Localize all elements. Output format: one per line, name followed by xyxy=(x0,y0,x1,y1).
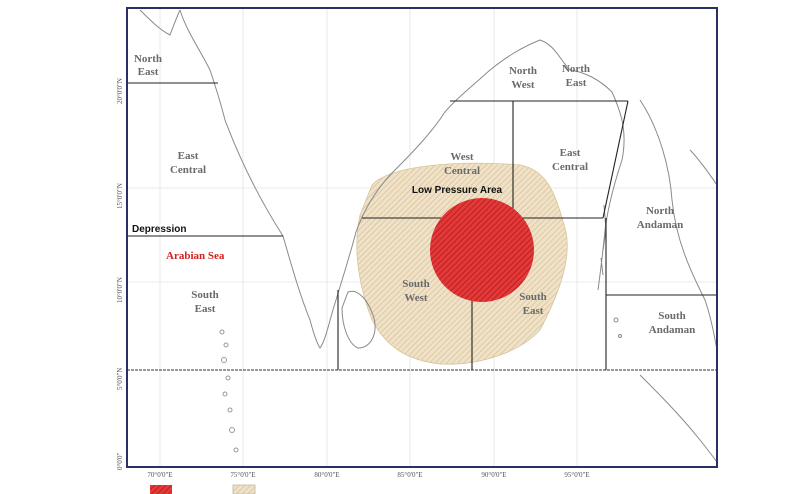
label-as-south-east: South East xyxy=(191,289,219,315)
longitude-axis: 70°0'0"E 75°0'0"E 80°0'0"E 85°0'0"E 90°0… xyxy=(147,471,589,479)
label-bob-south-west: South West xyxy=(402,278,430,304)
lat-tick: 20°0'0"N xyxy=(116,78,124,104)
label-as-east-central: East Central xyxy=(170,150,206,176)
label-bob-north-east: North East xyxy=(562,63,590,89)
lat-tick: 10°0'0"N xyxy=(116,277,124,303)
lon-tick: 80°0'0"E xyxy=(314,471,339,479)
label-bob-south-east: South East xyxy=(519,291,547,317)
label-bob-north-west: North West xyxy=(509,65,537,91)
andaman-islands xyxy=(600,204,622,338)
lon-tick: 75°0'0"E xyxy=(230,471,255,479)
latitude-axis: 20°0'0"N 15°0'0"N 10°0'0"N 5°0'0"N 0°0'0… xyxy=(116,78,124,470)
depression-area xyxy=(430,198,534,302)
lon-tick: 85°0'0"E xyxy=(397,471,422,479)
sri-lanka xyxy=(341,290,376,349)
label-depression: Depression xyxy=(132,224,186,235)
lat-tick: 5°0'0"N xyxy=(116,368,124,390)
label-south-andaman: South Andaman xyxy=(649,310,695,336)
label-as-north-east: North East xyxy=(134,53,162,78)
label-arabian-sea: Arabian Sea xyxy=(166,250,225,262)
legend-low-pressure-swatch xyxy=(232,484,256,494)
lat-tick: 15°0'0"N xyxy=(116,183,124,209)
label-bob-east-central: East Central xyxy=(552,147,588,173)
lon-tick: 70°0'0"E xyxy=(147,471,172,479)
map-frame xyxy=(126,7,718,468)
lat-tick: 0°0'0" xyxy=(116,452,124,470)
coastlines xyxy=(139,9,718,463)
lon-tick: 95°0'0"E xyxy=(564,471,589,479)
legend-depression-swatch xyxy=(150,485,172,494)
label-low-pressure-area: Low Pressure Area xyxy=(412,185,503,196)
lon-tick: 90°0'0"E xyxy=(481,471,506,479)
label-north-andaman: North Andaman xyxy=(637,205,683,231)
label-bob-west-central: West Central xyxy=(444,151,480,177)
maldives xyxy=(219,329,239,453)
